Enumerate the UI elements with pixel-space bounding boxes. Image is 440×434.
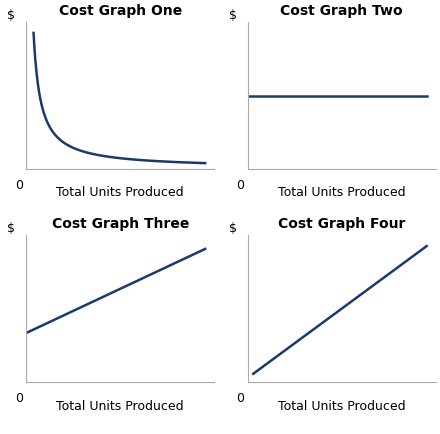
Text: Total Units Produced: Total Units Produced [278, 400, 406, 413]
Text: $: $ [229, 9, 237, 22]
Text: $: $ [7, 222, 15, 235]
Title: Cost Graph One: Cost Graph One [59, 4, 182, 18]
Text: 0: 0 [15, 392, 23, 405]
Title: Cost Graph Two: Cost Graph Two [280, 4, 403, 18]
Text: Total Units Produced: Total Units Produced [56, 186, 184, 199]
Text: 0: 0 [15, 179, 23, 192]
Title: Cost Graph Three: Cost Graph Three [51, 217, 189, 231]
Text: $: $ [229, 222, 237, 235]
Title: Cost Graph Four: Cost Graph Four [278, 217, 405, 231]
Text: 0: 0 [236, 179, 244, 192]
Text: 0: 0 [236, 392, 244, 405]
Text: Total Units Produced: Total Units Produced [278, 186, 406, 199]
Text: $: $ [7, 9, 15, 22]
Text: Total Units Produced: Total Units Produced [56, 400, 184, 413]
